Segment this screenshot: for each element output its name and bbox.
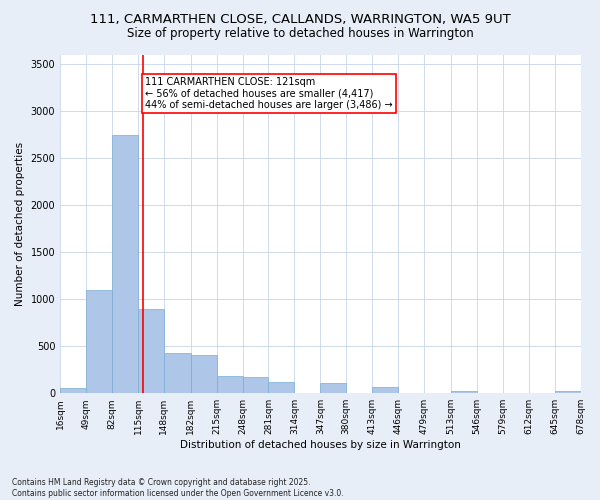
Bar [242,377,268,393]
Bar [372,386,398,393]
Text: Size of property relative to detached houses in Warrington: Size of property relative to detached ho… [127,28,473,40]
Y-axis label: Number of detached properties: Number of detached properties [15,142,25,306]
Text: Contains HM Land Registry data © Crown copyright and database right 2025.
Contai: Contains HM Land Registry data © Crown c… [12,478,344,498]
Bar [60,388,86,393]
Bar [268,382,295,393]
Text: 111, CARMARTHEN CLOSE, CALLANDS, WARRINGTON, WA5 9UT: 111, CARMARTHEN CLOSE, CALLANDS, WARRING… [89,12,511,26]
Bar [138,308,164,393]
Bar [112,135,138,393]
Bar [217,376,242,393]
Bar [320,384,346,393]
Bar [191,354,217,393]
Text: 111 CARMARTHEN CLOSE: 121sqm
← 56% of detached houses are smaller (4,417)
44% of: 111 CARMARTHEN CLOSE: 121sqm ← 56% of de… [145,76,392,110]
Bar [164,353,191,393]
Bar [554,392,581,393]
Bar [451,392,477,393]
Bar [86,290,112,393]
X-axis label: Distribution of detached houses by size in Warrington: Distribution of detached houses by size … [180,440,461,450]
